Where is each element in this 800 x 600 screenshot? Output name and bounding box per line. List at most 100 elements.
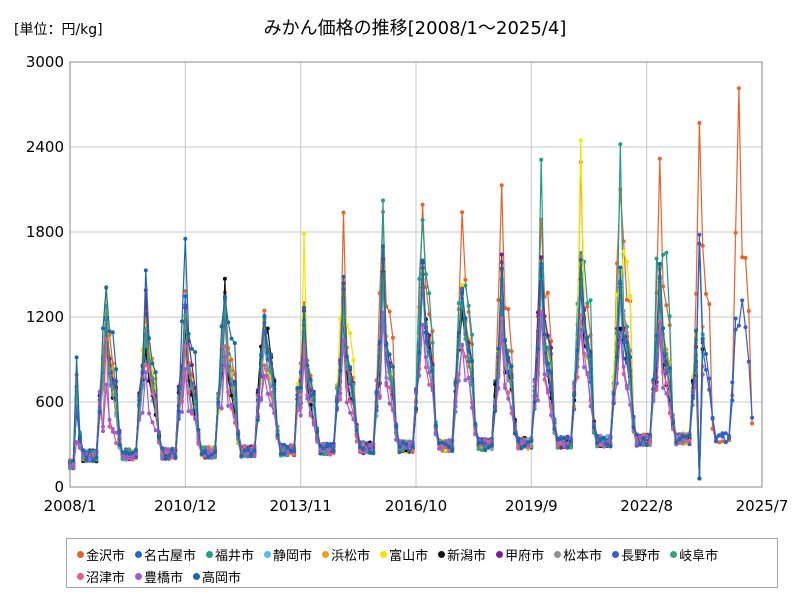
- data-point: [180, 319, 184, 324]
- data-point: [496, 298, 501, 302]
- data-point: [493, 409, 498, 413]
- y-tick-label: 2400: [26, 138, 64, 156]
- data-point: [183, 289, 188, 294]
- data-point: [381, 244, 385, 249]
- data-point: [143, 370, 148, 375]
- series-line: [69, 140, 704, 479]
- x-tick-label: 2019/9: [505, 497, 558, 515]
- data-point: [71, 458, 76, 463]
- data-point: [730, 380, 735, 385]
- data-point: [499, 252, 504, 257]
- data-point: [618, 142, 623, 147]
- data-point: [585, 301, 590, 306]
- data-point: [664, 250, 669, 255]
- data-point: [374, 390, 379, 395]
- data-point: [618, 265, 623, 270]
- data-point: [183, 303, 188, 308]
- data-point: [611, 392, 616, 397]
- data-point: [423, 285, 428, 290]
- data-point: [318, 448, 323, 453]
- series-富山市: [68, 138, 705, 481]
- data-point: [186, 331, 191, 336]
- data-point: [143, 326, 148, 331]
- data-point: [687, 438, 692, 443]
- data-point: [704, 291, 708, 296]
- data-point: [460, 282, 465, 287]
- data-point: [447, 444, 451, 449]
- data-point: [532, 400, 537, 405]
- data-point: [338, 316, 343, 321]
- data-point: [456, 330, 461, 335]
- data-point: [163, 456, 168, 461]
- data-point: [453, 380, 458, 385]
- data-point: [723, 440, 728, 445]
- data-point: [140, 410, 145, 415]
- data-point: [120, 450, 125, 455]
- data-point: [147, 358, 152, 363]
- legend-item: 名古屋市: [135, 544, 196, 565]
- data-point: [120, 453, 125, 458]
- legend-label: 静岡市: [273, 549, 313, 564]
- data-point: [486, 445, 491, 449]
- data-point: [506, 355, 511, 360]
- data-point: [259, 354, 264, 359]
- data-point: [222, 294, 227, 299]
- data-point: [496, 386, 501, 390]
- data-point: [384, 343, 389, 348]
- data-point: [173, 455, 178, 460]
- data-point: [657, 261, 662, 266]
- x-tick-label: 2010/12: [154, 497, 216, 515]
- data-point: [506, 396, 511, 401]
- data-point: [605, 434, 610, 439]
- data-point: [193, 417, 198, 422]
- legend-label: 新潟市: [447, 549, 487, 564]
- data-point: [657, 331, 662, 336]
- data-point: [549, 413, 554, 418]
- legend-marker: [206, 551, 214, 558]
- data-point: [87, 448, 92, 453]
- data-point: [503, 338, 507, 343]
- data-point: [713, 435, 718, 440]
- data-point: [420, 218, 425, 222]
- data-point: [615, 381, 619, 386]
- data-point: [414, 406, 418, 411]
- data-point: [489, 443, 494, 448]
- data-point: [460, 342, 465, 347]
- y-tick-label: 0: [54, 478, 64, 496]
- data-point: [674, 440, 679, 445]
- x-tick-label: 2022/8: [620, 497, 673, 515]
- data-point: [183, 294, 188, 299]
- data-point: [338, 391, 343, 396]
- data-point: [545, 333, 550, 338]
- data-point: [120, 457, 125, 462]
- data-point: [206, 449, 211, 454]
- data-point: [615, 292, 619, 297]
- data-point: [542, 332, 547, 337]
- data-point: [183, 313, 188, 318]
- data-point: [311, 422, 316, 427]
- data-point: [750, 421, 755, 426]
- data-point: [341, 338, 346, 342]
- data-point: [430, 340, 435, 345]
- data-point: [641, 443, 646, 447]
- series-高岡市: [68, 236, 705, 481]
- plot-area-border: [69, 61, 763, 488]
- data-point: [302, 232, 306, 236]
- data-point: [750, 415, 755, 420]
- data-point: [667, 366, 672, 371]
- data-point: [624, 259, 629, 264]
- data-point: [229, 336, 234, 341]
- data-point: [341, 210, 346, 215]
- data-point: [255, 418, 260, 423]
- data-point: [447, 438, 451, 443]
- data-point: [318, 444, 323, 448]
- data-point: [282, 443, 287, 447]
- data-point: [644, 443, 649, 447]
- data-point: [618, 331, 623, 336]
- data-point: [687, 442, 692, 447]
- data-point: [130, 450, 135, 455]
- y-tick-label: 1200: [26, 308, 64, 326]
- data-point: [506, 378, 511, 383]
- data-point: [545, 345, 550, 350]
- data-point: [358, 450, 362, 455]
